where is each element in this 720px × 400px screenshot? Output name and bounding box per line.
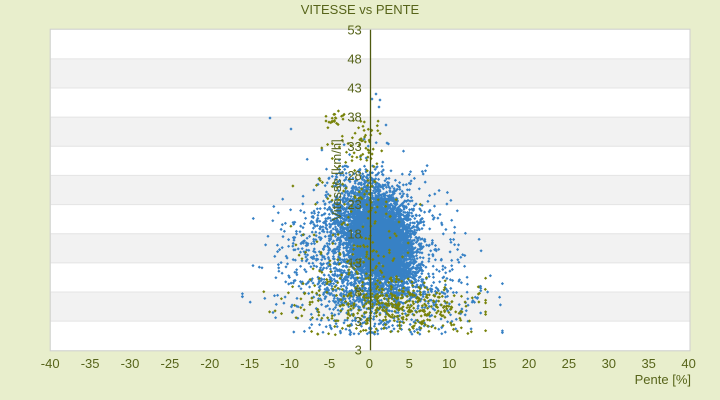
svg-text:3: 3 (355, 314, 362, 329)
svg-text:-30: -30 (121, 356, 140, 371)
svg-text:10: 10 (442, 356, 456, 371)
svg-text:-20: -20 (200, 356, 219, 371)
svg-text:Pente [%]: Pente [%] (635, 372, 691, 387)
svg-text:33: 33 (347, 139, 361, 154)
svg-text:0: 0 (366, 356, 373, 371)
svg-text:53: 53 (347, 22, 361, 37)
svg-text:3: 3 (355, 343, 362, 358)
svg-text:40: 40 (681, 356, 695, 371)
svg-text:5: 5 (406, 356, 413, 371)
svg-text:48: 48 (347, 51, 361, 66)
svg-text:VITESSE vs PENTE: VITESSE vs PENTE (301, 2, 420, 17)
svg-text:28: 28 (347, 168, 361, 183)
svg-text:30: 30 (602, 356, 616, 371)
svg-text:13: 13 (347, 255, 361, 270)
svg-text:Vitesse [km/h]: Vitesse [km/h] (329, 139, 344, 220)
svg-text:-40: -40 (41, 356, 60, 371)
svg-text:38: 38 (347, 110, 361, 125)
svg-text:20: 20 (522, 356, 536, 371)
svg-text:-10: -10 (280, 356, 299, 371)
svg-text:-25: -25 (161, 356, 180, 371)
svg-text:35: 35 (641, 356, 655, 371)
svg-text:-35: -35 (81, 356, 100, 371)
svg-text:15: 15 (482, 356, 496, 371)
svg-text:-15: -15 (240, 356, 259, 371)
svg-text:18: 18 (347, 226, 361, 241)
svg-text:25: 25 (562, 356, 576, 371)
svg-text:43: 43 (347, 81, 361, 96)
svg-text:-5: -5 (324, 356, 336, 371)
svg-text:8: 8 (355, 285, 362, 300)
svg-text:23: 23 (347, 197, 361, 212)
